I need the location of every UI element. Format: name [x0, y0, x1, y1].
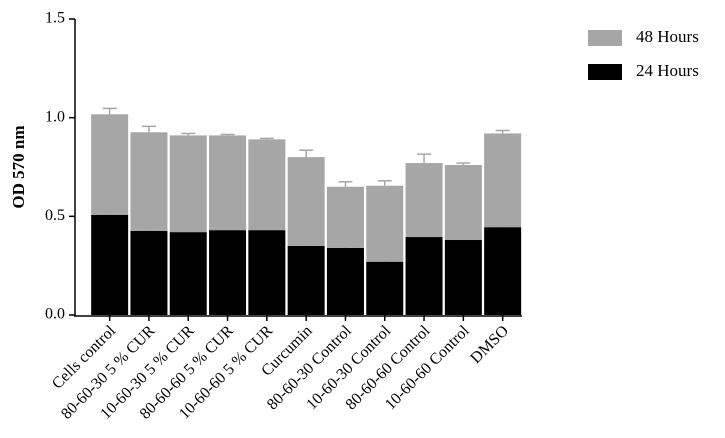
bar-segment	[366, 261, 404, 315]
y-tick-label: 1.5	[45, 10, 65, 27]
bar-segment	[484, 227, 522, 315]
bar-segment	[484, 133, 522, 228]
legend-swatch	[588, 30, 622, 46]
bar-segment	[91, 114, 129, 215]
bar-segment	[326, 247, 364, 315]
bar-segment	[287, 245, 325, 315]
legend-label: 48 Hours	[636, 27, 699, 46]
y-tick-label: 0.0	[45, 306, 65, 323]
bar-segment	[366, 185, 404, 262]
bar-segment	[209, 135, 247, 231]
bar-segment	[209, 230, 247, 315]
bar-segment	[444, 240, 482, 315]
bar-segment	[248, 139, 286, 231]
x-tick-label: DMSO	[467, 322, 512, 367]
bar-segment	[248, 230, 286, 315]
bar-segment	[169, 135, 207, 233]
legend-swatch	[588, 64, 622, 80]
bar-segment	[130, 132, 168, 231]
bar-segment	[405, 237, 443, 315]
bar-segment	[287, 157, 325, 246]
legend-label: 24 Hours	[636, 61, 699, 80]
y-tick-label: 0.5	[45, 207, 65, 224]
y-tick-label: 1.0	[45, 108, 65, 125]
bar-segment	[169, 232, 207, 315]
bar-segment	[405, 163, 443, 238]
y-axis-label: OD 570 nm	[9, 125, 28, 208]
bar-segment	[444, 165, 482, 241]
bar-segment	[91, 214, 129, 315]
bar-segment	[326, 186, 364, 248]
bar-segment	[130, 230, 168, 315]
